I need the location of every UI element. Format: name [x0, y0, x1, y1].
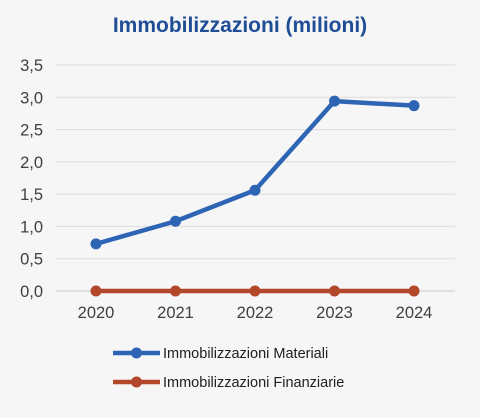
- data-point: [90, 285, 102, 297]
- y-tick-label: 0,5: [20, 251, 43, 269]
- y-tick-label: 3,5: [20, 57, 43, 75]
- x-tick-label: 2021: [157, 304, 194, 322]
- series-lines: [90, 95, 420, 297]
- x-axis-ticks: 2020 2021 2022 2023 2024: [78, 304, 433, 322]
- data-point: [329, 95, 340, 107]
- chart-title: Immobilizzazioni (milioni): [112, 14, 368, 37]
- series-line: [93, 98, 417, 247]
- y-tick-label: 0,0: [20, 283, 43, 301]
- legend-label: Immobilizzazioni Materiali: [163, 346, 328, 362]
- legend: Immobilizzazioni Materiali Immobilizzazio…: [113, 346, 344, 391]
- data-point: [90, 238, 102, 250]
- data-point: [170, 215, 181, 227]
- gridlines: [56, 64, 455, 292]
- legend-label: Immobilizzazioni Finanziarie: [163, 375, 344, 391]
- data-point: [408, 100, 420, 112]
- data-point: [249, 184, 261, 196]
- data-point: [170, 285, 181, 297]
- data-point: [329, 285, 340, 297]
- x-tick-label: 2023: [316, 304, 353, 322]
- data-point: [249, 285, 261, 297]
- y-tick-label: 1,0: [20, 218, 43, 236]
- data-point: [408, 285, 420, 297]
- x-tick-label: 2020: [78, 304, 115, 322]
- y-axis-ticks: 0,0 0,5 1,0 1,5 2,0 2,5 3,0 3,5: [20, 57, 43, 301]
- y-tick-label: 3,0: [20, 89, 43, 107]
- y-tick-label: 2,5: [20, 122, 43, 140]
- x-tick-label: 2024: [396, 304, 433, 322]
- x-tick-label: 2022: [237, 304, 274, 322]
- y-tick-label: 2,0: [20, 154, 43, 172]
- legend-swatch-marker: [131, 376, 142, 388]
- y-tick-label: 1,5: [20, 186, 43, 204]
- legend-swatch-marker: [131, 347, 142, 359]
